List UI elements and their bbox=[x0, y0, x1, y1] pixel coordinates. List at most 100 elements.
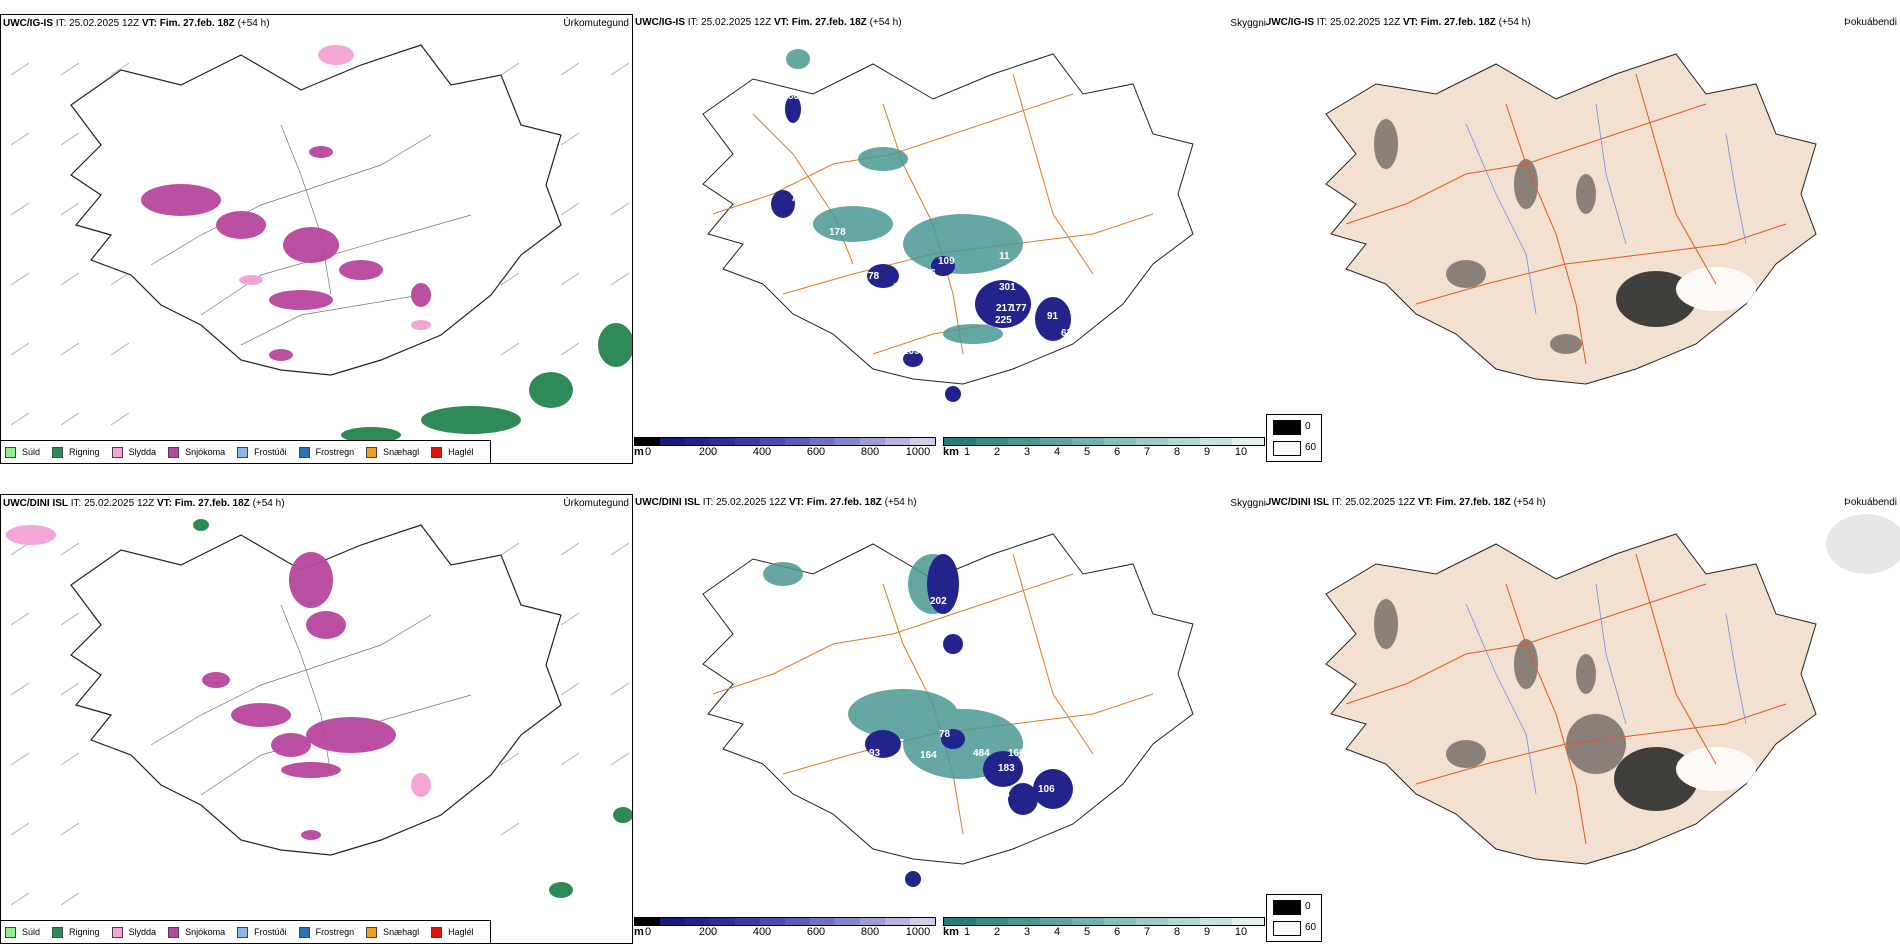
map-value: 102 bbox=[938, 664, 955, 675]
legend-label: Snæhagl bbox=[383, 927, 420, 937]
legend-item: Haglél bbox=[431, 926, 474, 938]
it-label: IT: bbox=[687, 17, 699, 28]
it-value: 25.02.2025 12Z bbox=[84, 498, 155, 509]
it-value: 25.02.2025 12Z bbox=[69, 18, 140, 29]
visibility-tick: 2 bbox=[993, 926, 1001, 938]
map-value: 142 bbox=[1011, 263, 1028, 274]
visibility-unit: km bbox=[943, 926, 959, 938]
model-name: UWC/IG-IS bbox=[635, 17, 685, 28]
visibility-title: Skyggni bbox=[1230, 498, 1266, 509]
map-value: 77 bbox=[791, 193, 803, 204]
legend-item: Frostregn bbox=[298, 446, 355, 458]
legend-item: Frostúði bbox=[237, 446, 287, 458]
it-value: 25.02.2025 12Z bbox=[701, 17, 772, 28]
altitude-unit: m bbox=[634, 926, 644, 938]
legend-swatch bbox=[168, 446, 180, 458]
legend-item: Rigning bbox=[52, 446, 100, 458]
visibility-tick: 10 bbox=[1234, 926, 1248, 938]
map-value: 11 bbox=[893, 863, 904, 874]
vt-label: VT: bbox=[1402, 17, 1418, 28]
visibility-tick: 3 bbox=[1023, 446, 1031, 458]
vt-label: VT: bbox=[788, 497, 804, 508]
map-value: 385 bbox=[829, 708, 846, 719]
fog-swatch-white bbox=[1273, 921, 1301, 936]
model-name: UWC/IG-IS bbox=[3, 18, 53, 29]
legend-item: Snjókoma bbox=[168, 926, 226, 938]
it-label: IT: bbox=[70, 498, 82, 509]
panel-header: UWC/IG-IS IT: 25.02.2025 12Z VT: Fim. 27… bbox=[1266, 17, 1531, 28]
map-value: 53 bbox=[900, 832, 912, 843]
legend-label: Slydda bbox=[128, 927, 157, 937]
legend-swatch bbox=[366, 446, 378, 458]
map-value: 183 bbox=[998, 763, 1015, 774]
legend-label: Snjókoma bbox=[185, 927, 226, 937]
legend-swatch bbox=[52, 446, 64, 458]
legend-label: Súld bbox=[22, 447, 41, 457]
visibility-tick: 7 bbox=[1143, 446, 1151, 458]
altitude-tick: 400 bbox=[752, 446, 772, 458]
map-value: 217 bbox=[996, 303, 1013, 314]
altitude-colorbar-bar bbox=[634, 917, 936, 926]
legend-swatch bbox=[366, 926, 378, 938]
vt-label: VT: bbox=[1417, 497, 1433, 508]
legend-item: Slydda bbox=[111, 446, 157, 458]
visibility-tick: 9 bbox=[1203, 926, 1211, 938]
precip-legend: Súld Rigning Slydda Snjókoma Frostúði Fr… bbox=[1, 440, 491, 463]
precip-panel-top: UWC/IG-IS IT: 25.02.2025 12Z VT: Fim. 27… bbox=[0, 14, 633, 464]
legend-swatch bbox=[431, 446, 443, 458]
fog-title: Þokuábendi bbox=[1844, 17, 1897, 28]
panel-header: UWC/IG-IS IT: 25.02.2025 12Z VT: Fim. 27… bbox=[635, 17, 902, 28]
map-value: 50 bbox=[905, 386, 917, 397]
map-value: 338 bbox=[801, 238, 818, 249]
map-value: 166 bbox=[1008, 748, 1025, 759]
legend-item: Snjókoma bbox=[168, 446, 225, 458]
precip-legend: Súld Rigning Slydda Snjókoma Frostúði Fr… bbox=[1, 920, 491, 943]
it-value: 25.02.2025 12Z bbox=[716, 497, 787, 508]
model-name: UWC/IG-IS bbox=[1266, 17, 1314, 28]
visibility-tick: 8 bbox=[1173, 926, 1181, 938]
it-label: IT: bbox=[702, 497, 714, 508]
legend-label: Snæhagl bbox=[383, 447, 420, 457]
fog-label: 60 bbox=[1305, 442, 1317, 453]
legend-label: Haglél bbox=[448, 447, 474, 457]
vt-value: Fim. 27.feb. 18Z bbox=[1435, 497, 1511, 508]
map-value: 91 bbox=[1047, 311, 1059, 322]
legend-label: Haglél bbox=[448, 927, 474, 937]
legend-label: Frostregn bbox=[315, 447, 355, 457]
fog-panel-top: UWC/IG-IS IT: 25.02.2025 12Z VT: Fim. 27… bbox=[1266, 14, 1900, 464]
visibility-colorbar-bar bbox=[943, 437, 1265, 446]
legend-label: Rigning bbox=[69, 447, 100, 457]
legend-item: Frostregn bbox=[298, 926, 354, 938]
map-value: 202 bbox=[930, 596, 947, 607]
map-value: 86 bbox=[788, 91, 800, 102]
it-label: IT: bbox=[1331, 497, 1343, 508]
legend-label: Frostúði bbox=[254, 447, 287, 457]
legend-label: Slydda bbox=[128, 447, 157, 457]
iceland-map-precip-bottom bbox=[6, 519, 632, 906]
map-value: 430 bbox=[966, 634, 983, 645]
vt-label: VT: bbox=[156, 498, 172, 509]
precip-panel-bottom: UWC/DINI ISL IT: 25.02.2025 12Z VT: Fim.… bbox=[0, 494, 633, 944]
altitude-tick: 800 bbox=[860, 926, 880, 938]
altitude-tick: 600 bbox=[806, 926, 826, 938]
map-value: 63 bbox=[1061, 328, 1073, 339]
fog-swatch-black bbox=[1273, 900, 1301, 915]
fog-title: Þokuábendi bbox=[1844, 497, 1897, 508]
model-name: UWC/DINI ISL bbox=[3, 498, 68, 509]
visibility-tick: 10 bbox=[1234, 446, 1248, 458]
it-label: IT: bbox=[55, 18, 67, 29]
map-value: 177 bbox=[1010, 303, 1027, 314]
model-name: UWC/DINI ISL bbox=[635, 497, 700, 508]
altitude-tick: 0 bbox=[644, 446, 652, 458]
vt-value: Fim. 27.feb. 18Z bbox=[159, 18, 235, 29]
fog-label: 60 bbox=[1305, 922, 1317, 933]
legend-item: Frostúði bbox=[237, 926, 287, 938]
legend-swatch bbox=[298, 446, 310, 458]
visibility-tick: 9 bbox=[1203, 446, 1211, 458]
map-value: 109 bbox=[903, 346, 920, 357]
altitude-unit: m bbox=[634, 446, 644, 458]
panel-header: UWC/DINI ISL IT: 25.02.2025 12Z VT: Fim.… bbox=[3, 498, 285, 509]
altitude-tick: 200 bbox=[698, 446, 718, 458]
altitude-tick: 400 bbox=[752, 926, 772, 938]
map-value: 196 bbox=[919, 268, 936, 279]
